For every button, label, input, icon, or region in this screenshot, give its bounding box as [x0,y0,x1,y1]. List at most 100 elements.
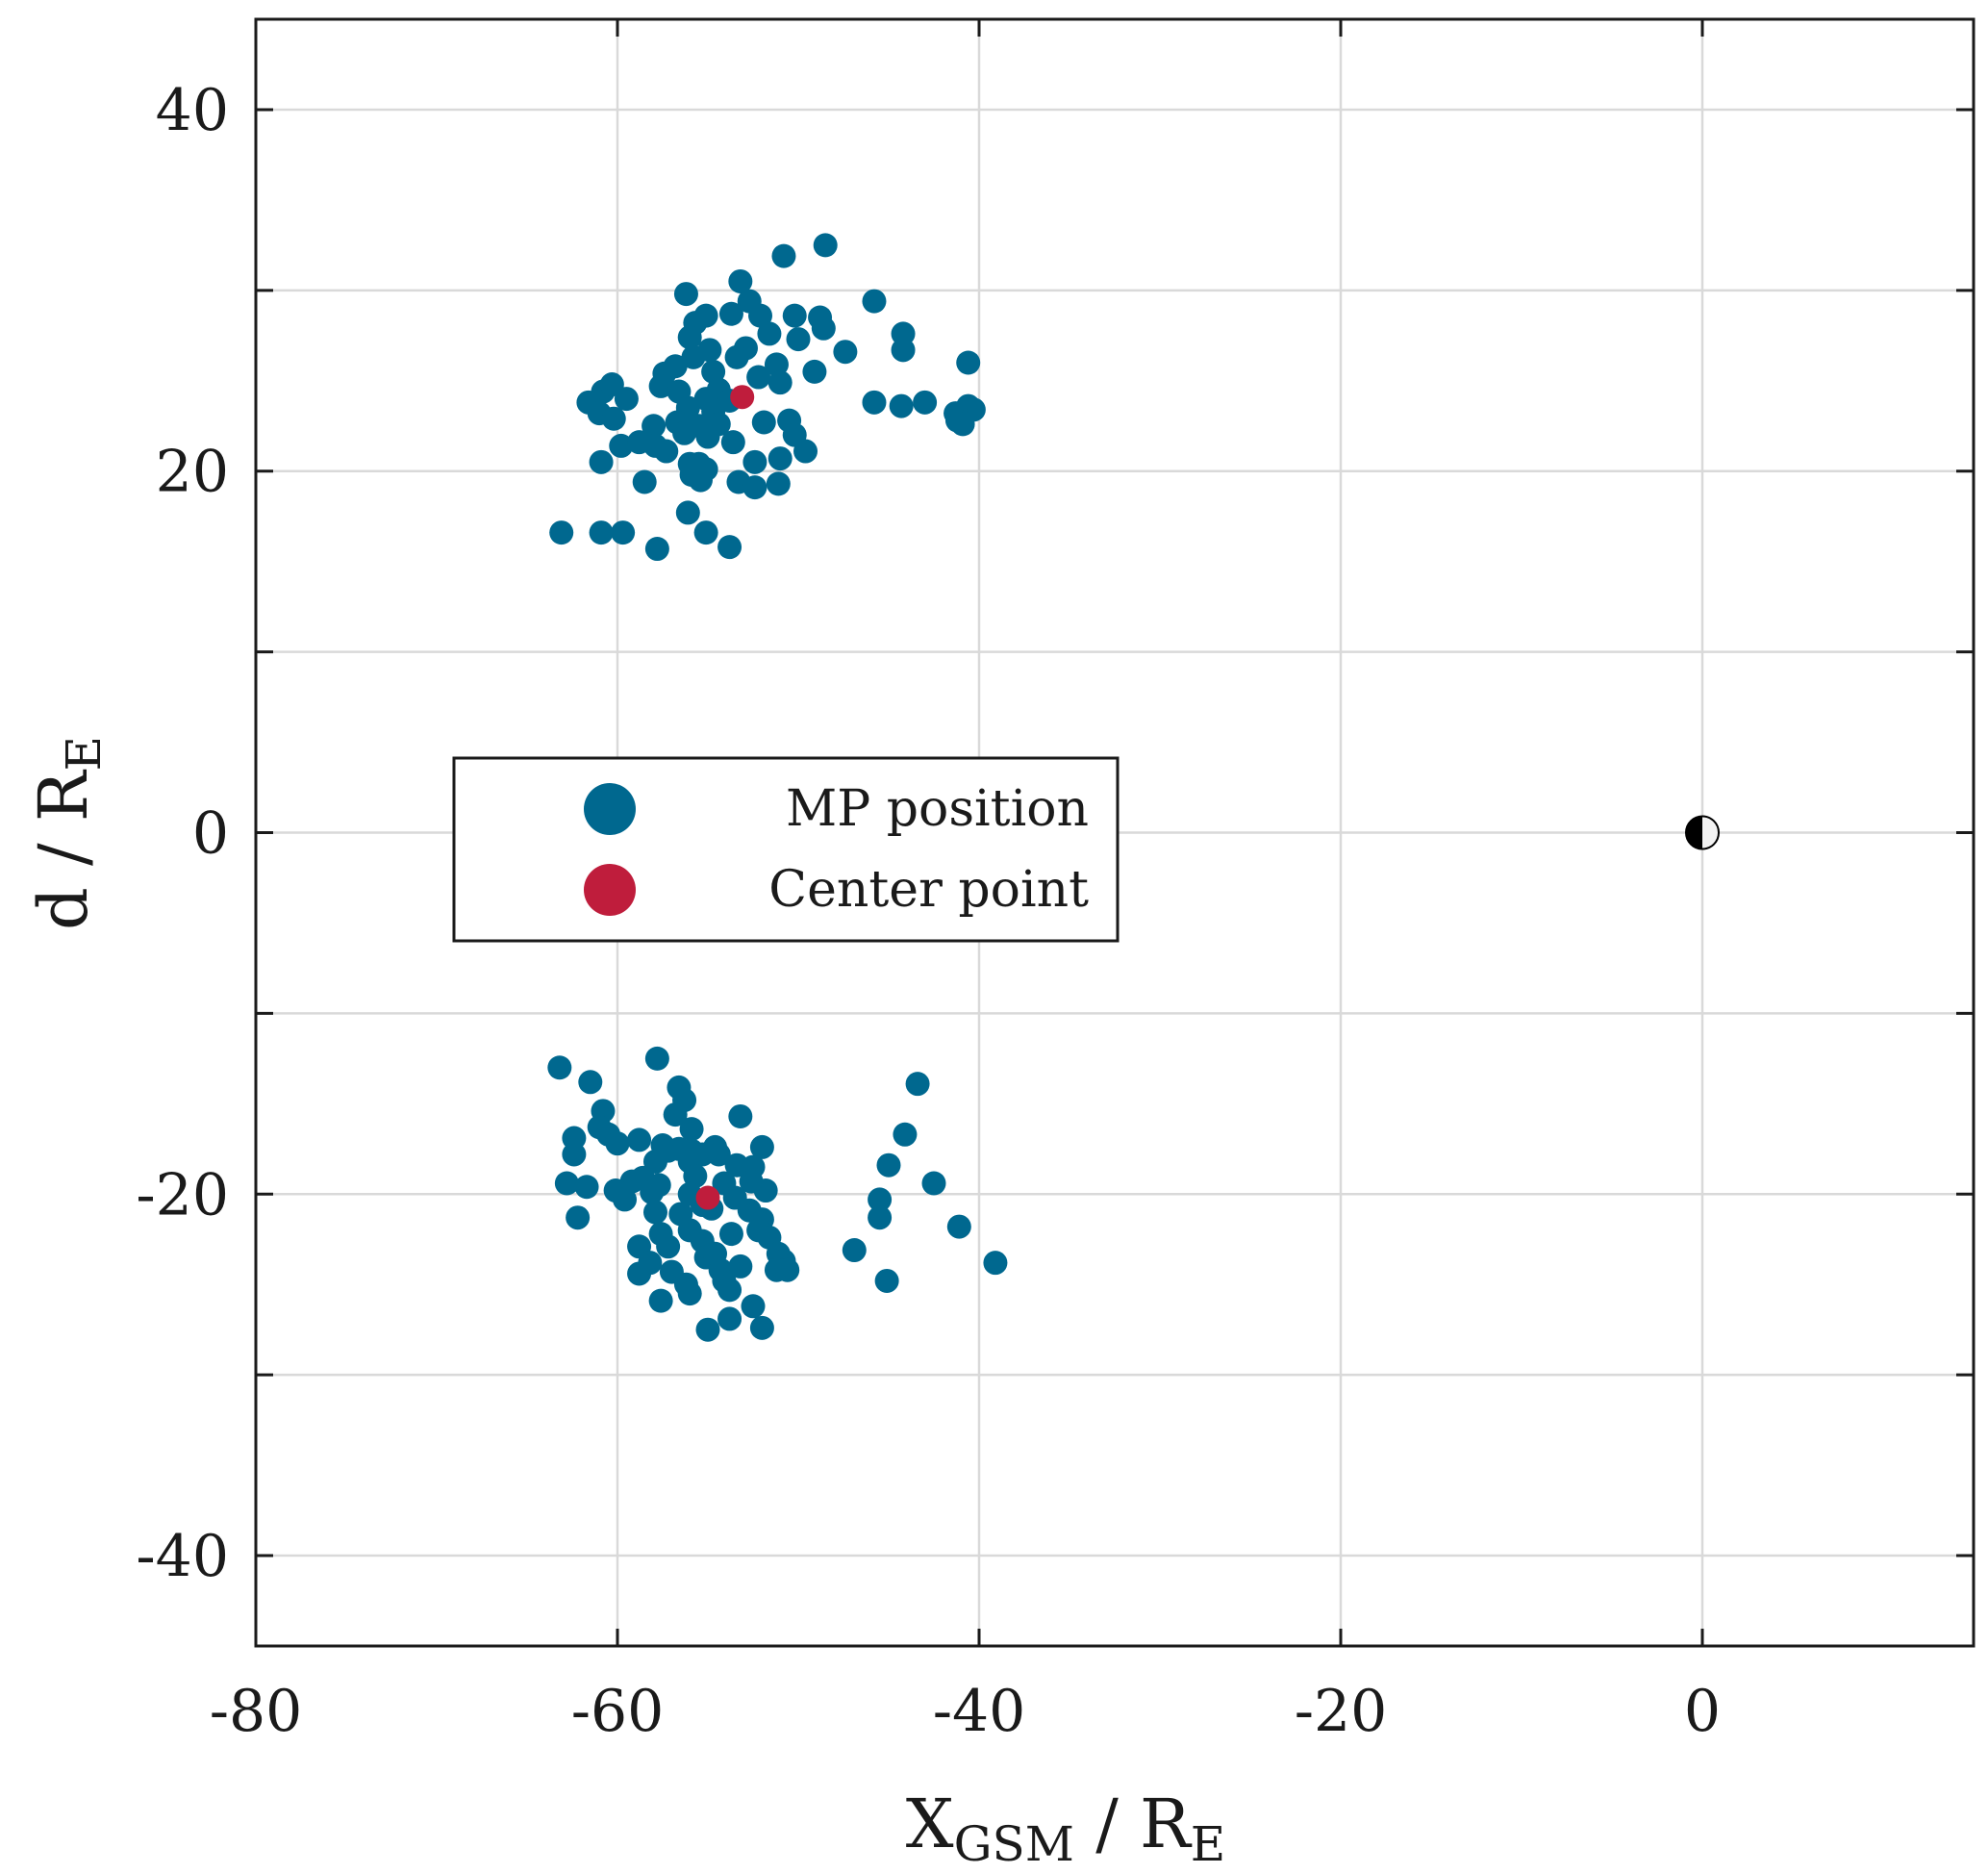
mp-position-point [749,1315,774,1340]
mp-position-point [728,1254,753,1279]
mp-position-point [566,1205,591,1230]
mp-position-point [786,327,811,352]
mp-position-point [889,393,914,418]
mp-position-point [695,1317,720,1342]
mp-position-point [905,1072,930,1097]
mp-position-point [757,321,782,346]
mp-position-point [688,468,713,493]
mp-position-point [663,354,688,379]
mp-position-point [766,471,791,496]
mp-position-point [862,289,887,314]
mp-position-point [876,1152,901,1178]
mp-position-point [589,520,614,545]
mp-position-point [706,1142,731,1167]
mp-position-point [891,338,916,363]
mp-position-point [601,406,626,431]
mp-position-point [793,439,818,464]
mp-position-point [605,1131,630,1156]
data-points [547,233,1008,1342]
x-tick-label: -40 [933,1678,1026,1745]
mp-position-point [614,387,639,412]
mp-position-point [648,1288,673,1313]
mp-position-point [640,1179,665,1204]
mp-position-point [717,1278,742,1303]
mp-position-point [654,439,679,464]
mp-position-point [627,1127,652,1152]
mp-position-point [549,520,574,545]
mp-position-point [642,1200,667,1225]
legend: MP position Center point [452,756,1120,943]
mp-position-point [868,1205,893,1230]
mp-position-point [693,303,718,328]
x-tick-label: -20 [1295,1678,1388,1745]
mp-position-point [811,316,836,341]
x-axis-label-subscript: GSM [954,1816,1074,1872]
mp-position-point [656,1138,681,1163]
legend-marker-center-point [584,864,636,916]
mp-position-point [701,359,726,384]
mp-position-point [833,340,858,365]
mp-position-point [728,268,753,293]
mp-position-point [677,1281,702,1306]
mp-position-point [775,1257,800,1282]
mp-position-point [742,475,768,500]
mp-position-point [642,414,667,439]
legend-box [452,756,1120,943]
mp-position-point [609,433,634,458]
mp-position-point [697,338,722,363]
earth-marker-group [1685,815,1720,850]
earth-night-half [1686,816,1702,849]
mp-position-point [644,537,669,562]
y-axis-label: d / RE [24,736,112,930]
mp-position-point [677,325,702,350]
mp-position-point [632,469,657,494]
mp-position-point [693,520,718,545]
mp-position-point [771,243,796,268]
mp-position-point [672,420,697,445]
legend-marker-mp-position [584,783,636,835]
mp-position-point [554,1171,579,1196]
mp-position-point [724,344,749,369]
mp-position-point [742,449,768,474]
mp-position-point [749,1134,774,1159]
mp-position-point [802,359,827,384]
mp-position-point [813,233,838,258]
mp-position-point [764,352,789,377]
mp-position-point [921,1171,946,1196]
center-point [730,385,755,410]
y-tick-label: 20 [156,439,229,506]
mp-position-point [868,1187,893,1212]
mp-position-point [627,1261,652,1286]
mp-position-point [782,303,807,328]
center-point [695,1185,720,1210]
earth-day-half [1702,816,1719,849]
mp-position-point [648,373,673,398]
mp-position-point [751,410,776,435]
mp-position-point [683,1163,708,1188]
y-tick-label: 0 [192,800,229,868]
mp-position-point [768,446,793,471]
mp-position-point [956,350,981,375]
mp-position-point [611,520,636,545]
y-tick-label: 40 [156,77,229,144]
mp-position-point [574,1175,599,1200]
mp-position-point [679,1117,704,1142]
mp-position-point [862,390,887,415]
earth-outline [1685,815,1720,850]
mp-position-point [578,1070,603,1095]
mp-position-point [613,1187,638,1212]
mp-position-point [673,282,698,307]
mp-position-point [748,303,773,328]
legend-label-mp-position: MP position [786,780,1089,838]
y-axis-label-main: d / R [24,769,103,930]
mp-position-point [913,390,938,415]
x-tick-label: -60 [571,1678,665,1745]
mp-position-point [675,500,700,525]
mp-position-point [562,1142,587,1167]
mp-position-point [741,1294,766,1319]
mp-position-point [718,301,743,326]
x-axis-label-main: X [906,1785,954,1863]
mp-position-point [893,1122,918,1147]
mp-position-point [718,1222,743,1247]
